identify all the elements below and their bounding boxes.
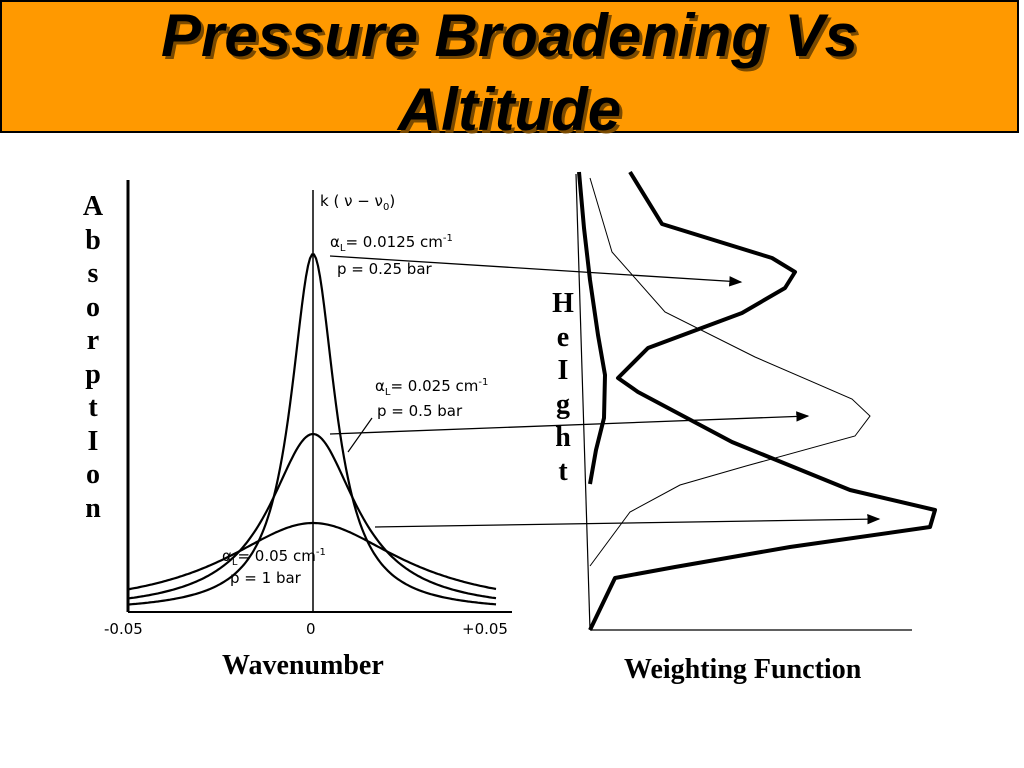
arrow-low-pressure [329,255,743,287]
height-letter: e [556,321,570,353]
lorentz-curve-mid-pressure [127,433,497,600]
height-letter: g [556,388,570,420]
slide-title-line-2: Altitude [397,76,622,143]
curve-label-pressure-3: p = 1 bar [230,569,302,587]
absorption-letter: o [86,291,100,323]
height-letter: H [552,288,574,319]
weighting-function-caption: Weighting Function [624,654,862,685]
arrow-mid-pressure [329,411,810,435]
slide-title-line-1: Pressure Broadening Vs [161,2,858,69]
absorption-letter: b [85,224,101,256]
absorption-letter: A [82,191,104,222]
height-letter: I [557,355,569,386]
curve-label-alpha-3: αL= 0.05 cm-1 [222,547,326,568]
absorption-letter: r [86,325,100,356]
tick-label-right: +0.05 [462,620,508,638]
title-banner: Pressure Broadening Vs Altitude [0,0,1019,140]
curve-label-pressure-2: p = 0.5 bar [377,402,463,420]
absorption-letter: I [87,425,99,457]
absorption-letter: o [86,459,100,490]
height-letter: h [555,422,571,453]
weighting-function-low-pressure [588,170,937,631]
lorentz-curve-high-pressure [127,521,497,591]
tick-label-left: -0.05 [104,620,143,638]
absorption-letter: n [85,492,101,524]
height-letter: t [558,455,568,487]
curve-label-alpha-1: αL= 0.0125 cm-1 [330,233,453,254]
height-y-axis [575,173,591,631]
lorentz-curve-low-pressure [127,253,497,606]
arrow-high-pressure [374,513,881,528]
absorption-letter: t [88,392,98,423]
absorption-letter: p [85,358,101,390]
tick-label-center: 0 [306,620,316,638]
curve-label-pressure-1: p = 0.25 bar [337,260,433,278]
curve-label-alpha-2: αL= 0.025 cm-1 [375,377,488,398]
label-pointer [347,417,373,453]
absorption-axis-label: A b s o r p t I o n [80,190,106,525]
weighting-function-mid-pressure [589,177,871,567]
wavenumber-caption: Wavenumber [222,650,384,681]
absorption-letter: s [87,258,99,289]
plot-y-label: k ( ν − ν0) [320,192,395,213]
height-axis-label: H e I g h t [548,287,578,488]
weighting-function-high-pressure [577,171,607,485]
